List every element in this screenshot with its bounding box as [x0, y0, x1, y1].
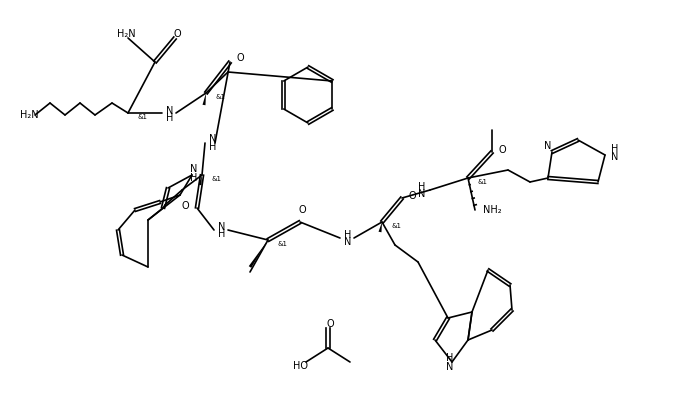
Text: &1: &1 — [478, 179, 488, 185]
Text: H: H — [418, 182, 426, 192]
Text: O: O — [408, 191, 416, 201]
Text: &1: &1 — [216, 94, 226, 100]
Text: N: N — [612, 152, 618, 162]
Text: N: N — [190, 164, 197, 174]
Text: N: N — [446, 362, 454, 372]
Text: N: N — [219, 222, 225, 232]
Polygon shape — [202, 93, 206, 105]
Text: H: H — [209, 142, 217, 152]
Text: O: O — [173, 29, 181, 39]
Text: HO: HO — [293, 361, 308, 371]
Polygon shape — [199, 175, 202, 185]
Polygon shape — [379, 222, 382, 232]
Text: O: O — [236, 53, 244, 63]
Text: H: H — [345, 230, 351, 240]
Text: &1: &1 — [137, 114, 147, 120]
Text: N: N — [166, 106, 174, 116]
Text: O: O — [326, 319, 334, 329]
Text: H: H — [166, 113, 174, 123]
Text: O: O — [498, 145, 506, 155]
Text: O: O — [298, 205, 306, 215]
Text: &1: &1 — [278, 241, 288, 247]
Text: O: O — [181, 201, 189, 211]
Text: H: H — [190, 173, 197, 183]
Text: N: N — [418, 189, 426, 199]
Text: &1: &1 — [392, 223, 402, 229]
Text: H₂N: H₂N — [20, 110, 39, 120]
Text: H: H — [612, 144, 618, 154]
Text: N: N — [209, 134, 217, 144]
Text: N: N — [345, 237, 351, 247]
Text: H: H — [446, 353, 454, 363]
Text: &1: &1 — [212, 176, 222, 182]
Text: H: H — [219, 229, 225, 239]
Text: NH₂: NH₂ — [483, 205, 502, 215]
Text: H₂N: H₂N — [116, 29, 136, 39]
Polygon shape — [249, 240, 268, 268]
Text: N: N — [544, 141, 552, 151]
